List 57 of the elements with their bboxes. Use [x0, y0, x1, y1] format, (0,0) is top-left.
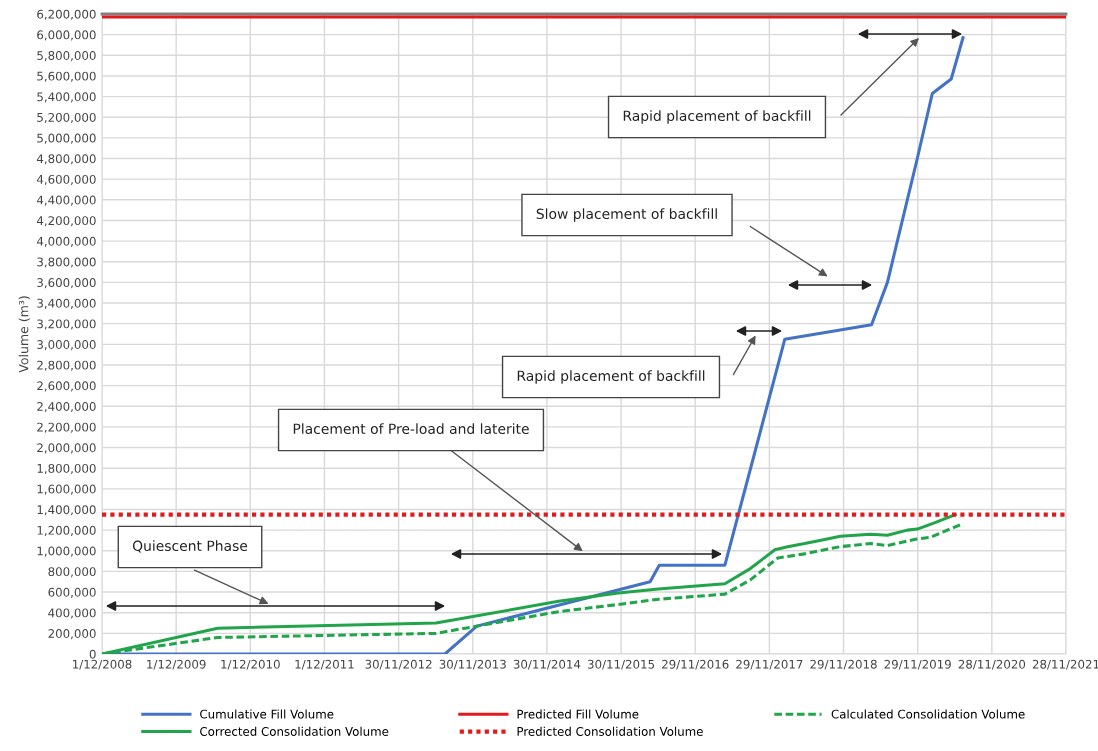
y-tick-label: 3,600,000: [37, 278, 96, 289]
x-tick-label: 1/12/2011: [295, 659, 354, 670]
legend-label: Calculated Consolidation Volume: [831, 709, 1025, 719]
y-tick-label: 2,600,000: [37, 381, 96, 392]
x-tick-label: 28/11/2021: [1032, 659, 1098, 670]
y-axis-title: Volume (m³): [18, 296, 30, 373]
x-tick-label: 28/11/2020: [958, 659, 1026, 670]
y-tick-label: 5,000,000: [37, 133, 96, 144]
y-tick-label: 3,200,000: [37, 319, 96, 330]
y-tick-label: 2,400,000: [37, 401, 96, 413]
annotation: Rapid placement of backfill: [623, 110, 811, 124]
y-tick-label: 4,800,000: [36, 154, 96, 165]
y-tick-label: 600,000: [48, 587, 96, 598]
x-tick-label: 29/11/2017: [736, 659, 803, 670]
legend-label: Predicted Consolidation Volume: [517, 726, 703, 736]
y-tick-label: 6,200,000: [37, 9, 96, 20]
y-tick-label: 4,200,000: [36, 216, 96, 227]
y-tick-label: 1,200,000: [37, 525, 96, 536]
x-tick-label: 1/12/2009: [147, 659, 206, 670]
y-tick-label: 3,000,000: [37, 340, 96, 351]
y-tick-label: 2,000,000: [37, 443, 96, 454]
y-tick-label: 5,600,000: [37, 71, 96, 82]
x-tick-label: 29/11/2018: [810, 659, 877, 670]
y-tick-label: 5,400,000: [37, 92, 96, 103]
y-tick-label: 4,400,000: [36, 195, 96, 206]
y-tick-label: 3,400,000: [37, 298, 96, 309]
y-tick-label: 1,000,000: [37, 546, 96, 557]
y-tick-label: 1,400,000: [37, 505, 96, 516]
x-tick-label: 30/11/2015: [587, 659, 655, 670]
x-tick-label: 1/12/2008: [73, 659, 132, 670]
y-tick-label: 1,600,000: [37, 484, 96, 495]
x-tick-label: 30/11/2013: [439, 659, 506, 670]
y-tick-label: 400,000: [48, 608, 96, 619]
y-tick-label: 3,800,000: [37, 257, 96, 268]
y-tick-label: 200,000: [48, 629, 96, 640]
y-tick-label: 800,000: [48, 567, 96, 578]
x-tick-label: 1/12/2010: [221, 659, 280, 670]
x-tick-label: 30/11/2012: [365, 659, 432, 670]
legend-label: Predicted Fill Volume: [517, 709, 639, 719]
y-tick-label: 5,800,000: [37, 51, 96, 62]
annotation: Slow placement of backfill: [536, 208, 717, 222]
y-tick-label: 4,000,000: [36, 236, 96, 247]
y-tick-label: 4,600,000: [36, 174, 96, 186]
x-tick-label: 29/11/2019: [884, 659, 951, 670]
x-tick-label: 29/11/2016: [662, 659, 729, 670]
annotation: Rapid placement of backfill: [517, 370, 705, 384]
x-tick-label: 30/11/2014: [513, 659, 581, 670]
y-tick-label: 5,200,000: [37, 112, 96, 124]
legend-label: Corrected Consolidation Volume: [200, 726, 389, 736]
y-tick-label: 2,800,000: [37, 360, 96, 371]
y-tick-label: 6,000,000: [37, 30, 96, 41]
y-tick-label: 0: [89, 649, 96, 659]
legend-label: Cumulative Fill Volume: [200, 709, 334, 719]
annotation: Placement of Pre-load and laterite: [293, 423, 529, 435]
y-tick-label: 1,800,000: [37, 463, 96, 475]
y-tick-label: 2,200,000: [37, 422, 96, 433]
annotation: Quiescent Phase: [132, 540, 248, 553]
